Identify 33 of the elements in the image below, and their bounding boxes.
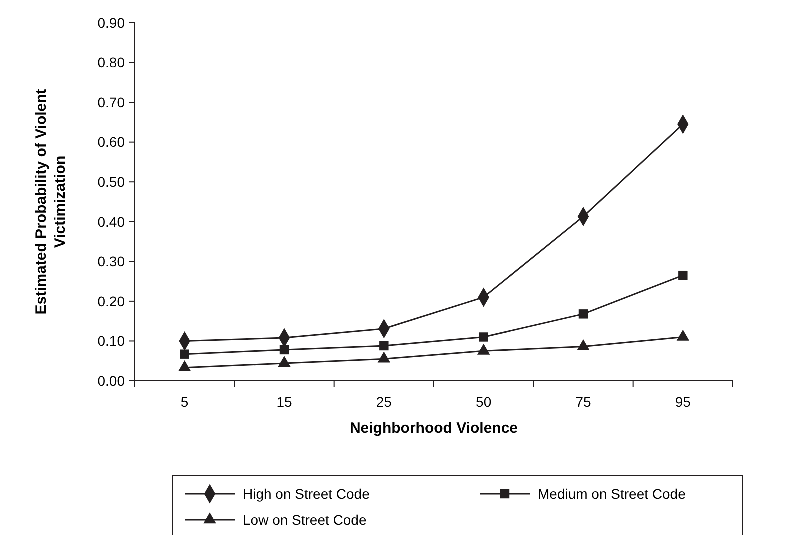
y-tick-label: 0.40 [98, 214, 126, 230]
point [380, 341, 389, 351]
y-axis-title: Estimated Probability of Violent Victimization [33, 89, 69, 315]
point [280, 345, 290, 355]
y-tick-label: 0.70 [98, 94, 126, 110]
point [178, 360, 192, 372]
y-tick-label: 0.60 [98, 134, 126, 150]
y-tick-label: 0.90 [98, 14, 126, 31]
x-tick-label: 15 [276, 394, 292, 410]
y-tick-label: 0.50 [98, 174, 126, 190]
point [676, 330, 690, 341]
legend-label: Low on Street Code [243, 512, 367, 528]
y-tick-label: 0.00 [98, 372, 126, 389]
legend-label: Medium on Street Code [538, 486, 686, 502]
y-tick-label: 0.20 [98, 293, 126, 310]
point [477, 344, 490, 355]
x-tick-label: 5 [180, 394, 189, 410]
x-tick-label: 50 [476, 394, 492, 410]
point [278, 356, 291, 368]
x-tick-label: 75 [576, 394, 592, 410]
point [479, 332, 488, 342]
y-tick-label: 0.10 [98, 333, 126, 350]
legend-label: High on Street Code [243, 486, 370, 502]
y-tick-label: 0.30 [98, 254, 126, 270]
point [378, 352, 391, 363]
point [678, 270, 688, 280]
x-tick-label: 25 [376, 394, 392, 410]
point [180, 350, 190, 359]
y-tick-label: 0.80 [98, 54, 126, 71]
x-axis-title: Neighborhood Violence [350, 420, 518, 437]
x-tick-label: 95 [675, 394, 692, 410]
point [578, 310, 588, 319]
point [577, 339, 590, 350]
